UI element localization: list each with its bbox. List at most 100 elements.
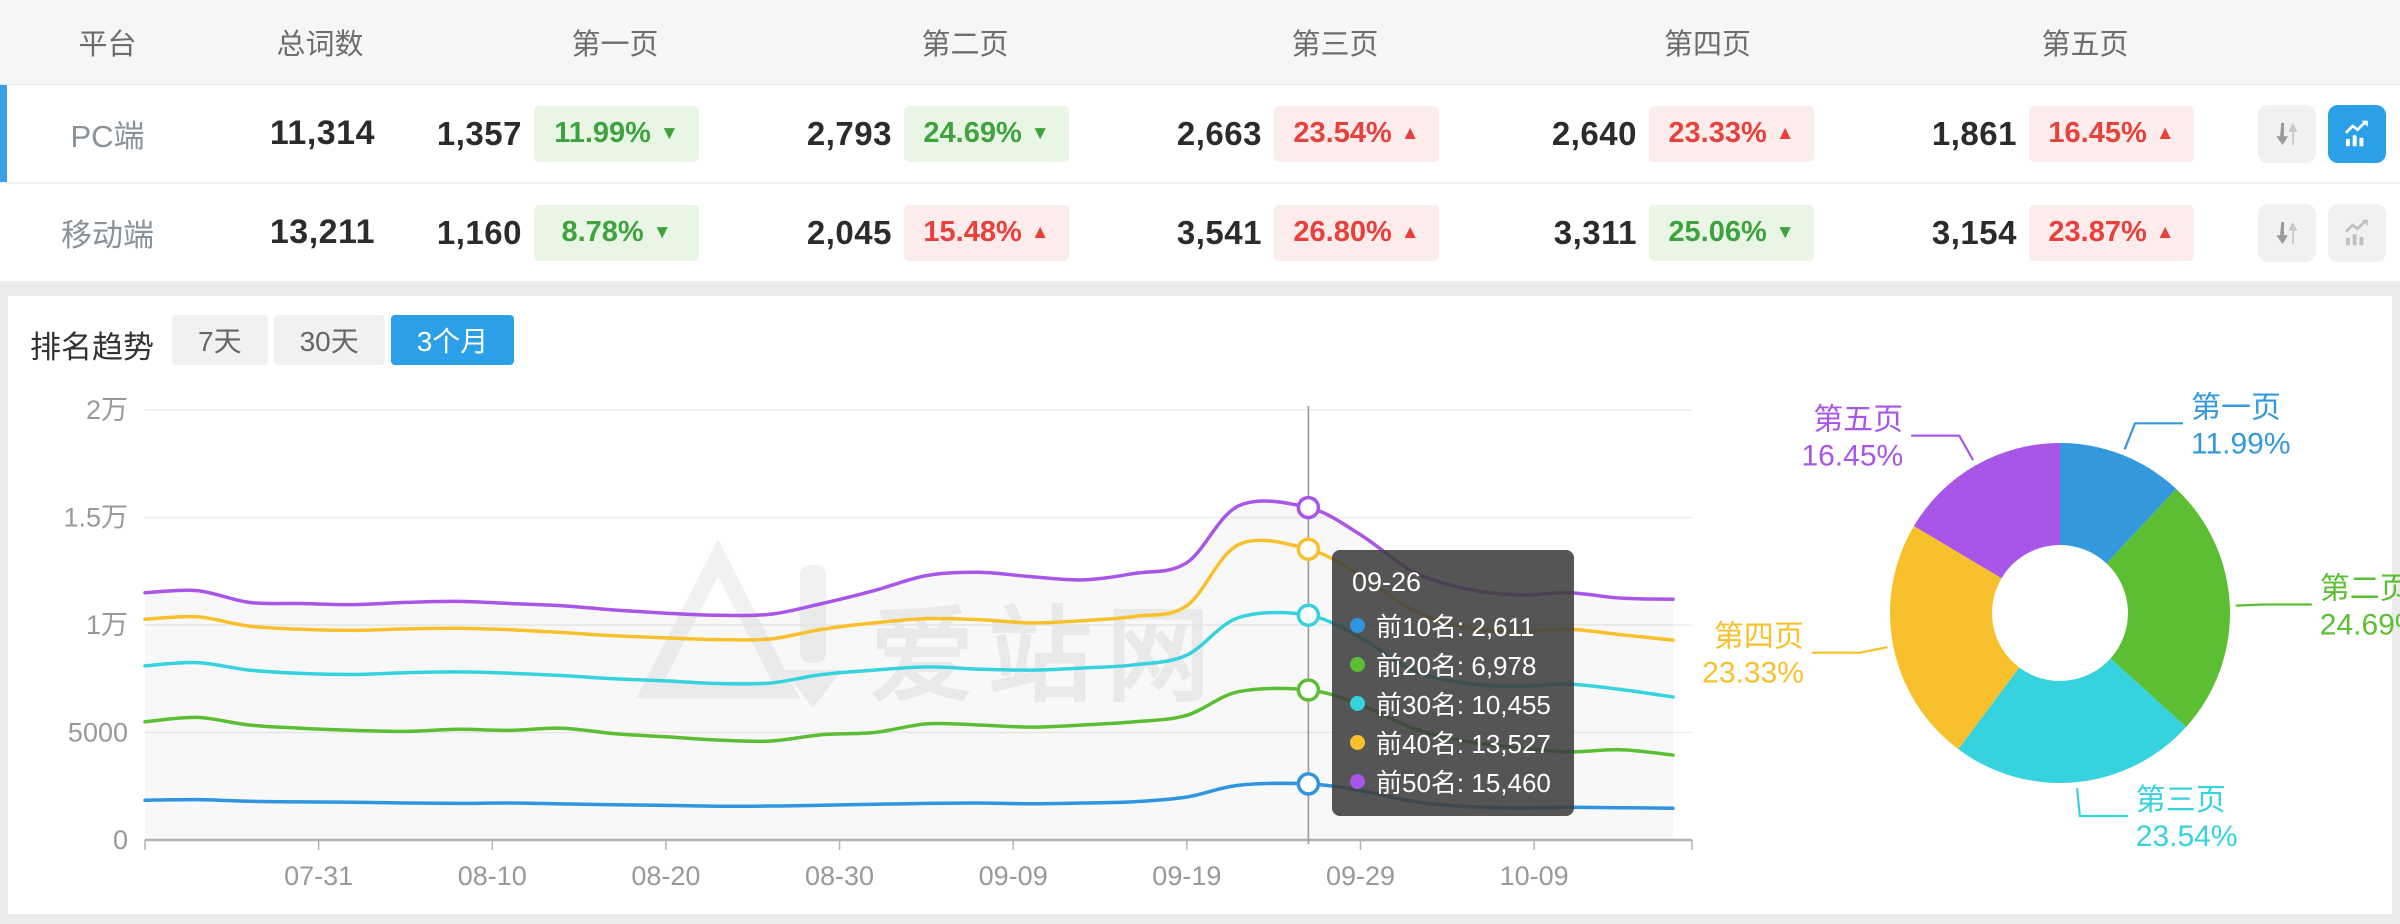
page-1-change-badge: 11.99%▼ bbox=[534, 106, 699, 162]
donut-label-name-1: 第二页 bbox=[2320, 573, 2400, 606]
y-axis-tick-label: 1.5万 bbox=[63, 503, 128, 533]
page-5-change-badge: 16.45%▲ bbox=[2029, 106, 2194, 162]
up-triangle-icon: ▲ bbox=[1776, 123, 1795, 145]
x-axis-tick-label: 09-09 bbox=[979, 861, 1048, 891]
highlight-marker-2 bbox=[1298, 605, 1318, 625]
up-triangle-icon: ▲ bbox=[1401, 123, 1420, 145]
donut-leader-line-3 bbox=[1812, 647, 1888, 653]
series-color-dot bbox=[1350, 618, 1365, 633]
page-5-change-badge: 23.87%▲ bbox=[2029, 205, 2194, 261]
tooltip-row-2: 前30名: 10,455 bbox=[1350, 684, 1556, 723]
series-color-dot bbox=[1350, 735, 1365, 750]
table-row-pc[interactable]: PC端11,314 1,357 11.99%▼ 2,793 24.69%▼ 2,… bbox=[0, 85, 2400, 184]
sort-button[interactable] bbox=[2258, 204, 2316, 262]
tooltip-row-1: 前20名: 6,978 bbox=[1350, 645, 1556, 684]
x-axis-tick-label: 07-31 bbox=[284, 861, 353, 891]
page-3-cell: 2,663 23.54%▲ bbox=[1075, 106, 1445, 162]
header-page-1: 第一页 bbox=[375, 21, 705, 63]
series-color-dot bbox=[1350, 774, 1365, 789]
page-4-count: 2,640 bbox=[1552, 115, 1637, 153]
x-axis-tick-label: 10-09 bbox=[1500, 861, 1569, 891]
sort-button[interactable] bbox=[2258, 105, 2316, 163]
y-axis-tick-label: 2万 bbox=[86, 395, 128, 425]
dashboard: 平台 总词数 第一页 第二页 第三页 第四页 第五页 PC端11,314 1,3… bbox=[0, 0, 2400, 924]
page-3-change-badge: 23.54%▲ bbox=[1274, 106, 1439, 162]
tab-range-1[interactable]: 30天 bbox=[274, 315, 385, 365]
tooltip-series-value: 前10名: 2,611 bbox=[1376, 607, 1535, 644]
page-2-change-badge: 24.69%▼ bbox=[904, 106, 1069, 162]
platform-label: 移动端 bbox=[0, 210, 215, 255]
rank-summary-table: 平台 总词数 第一页 第二页 第三页 第四页 第五页 PC端11,314 1,3… bbox=[0, 0, 2400, 283]
page-2-cell: 2,793 24.69%▼ bbox=[705, 106, 1075, 162]
page-2-change-badge: 15.48%▲ bbox=[904, 205, 1069, 261]
x-axis-tick-label: 08-30 bbox=[805, 861, 874, 891]
donut-label-pct-4: 16.45% bbox=[1801, 440, 1903, 473]
page-4-change-badge: 25.06%▼ bbox=[1649, 205, 1814, 261]
page-1-change-badge: 8.78%▼ bbox=[534, 205, 699, 261]
table-header-row: 平台 总词数 第一页 第二页 第三页 第四页 第五页 bbox=[0, 0, 2400, 85]
platform-label: PC端 bbox=[0, 111, 215, 156]
donut-label-pct-1: 24.69% bbox=[2320, 609, 2400, 642]
sort-arrows-icon bbox=[2272, 119, 2302, 149]
tooltip-series-value: 前50名: 15,460 bbox=[1376, 763, 1551, 800]
page-4-count: 3,311 bbox=[1554, 214, 1637, 252]
page-distribution-donut-chart[interactable]: 第一页11.99%第二页24.69%第三页23.54%第四页23.33%第五页1… bbox=[1700, 380, 2400, 924]
down-triangle-icon: ▼ bbox=[1776, 222, 1795, 244]
page-2-count: 2,793 bbox=[807, 115, 892, 153]
donut-label-pct-2: 23.54% bbox=[2136, 820, 2238, 853]
trend-chart-icon bbox=[2341, 217, 2373, 249]
page-3-change-badge: 26.80%▲ bbox=[1274, 205, 1439, 261]
donut-leader-line-4 bbox=[1911, 436, 1973, 460]
up-triangle-icon: ▲ bbox=[1031, 222, 1050, 244]
tab-range-0[interactable]: 7天 bbox=[172, 315, 268, 365]
donut-label-name-2: 第三页 bbox=[2136, 784, 2226, 817]
tab-range-2[interactable]: 3个月 bbox=[391, 315, 515, 365]
x-axis-tick-label: 09-19 bbox=[1152, 861, 1221, 891]
up-triangle-icon: ▲ bbox=[2156, 123, 2175, 145]
sort-arrows-icon bbox=[2272, 218, 2302, 248]
trend-range-tabs: 7天30天3个月 bbox=[172, 315, 514, 365]
donut-label-name-4: 第五页 bbox=[1813, 404, 1903, 437]
x-axis-tick-label: 08-10 bbox=[458, 861, 527, 891]
highlight-marker-4 bbox=[1298, 498, 1318, 518]
donut-leader-line-2 bbox=[2077, 788, 2128, 816]
page-4-change-badge: 23.33%▲ bbox=[1649, 106, 1814, 162]
page-5-count: 3,154 bbox=[1932, 214, 2017, 252]
x-axis-tick-label: 09-29 bbox=[1326, 861, 1395, 891]
down-triangle-icon: ▼ bbox=[1031, 123, 1050, 145]
donut-label-pct-3: 23.33% bbox=[1702, 657, 1804, 690]
page-1-cell: 1,160 8.78%▼ bbox=[375, 205, 705, 261]
highlight-marker-0 bbox=[1298, 774, 1318, 794]
y-axis-tick-label: 5000 bbox=[68, 718, 128, 748]
y-axis-tick-label: 0 bbox=[113, 825, 128, 855]
page-2-count: 2,045 bbox=[807, 214, 892, 252]
tooltip-row-4: 前50名: 15,460 bbox=[1350, 762, 1556, 801]
show-trend-button[interactable] bbox=[2328, 105, 2386, 163]
tooltip-row-0: 前10名: 2,611 bbox=[1350, 606, 1556, 645]
page-2-cell: 2,045 15.48%▲ bbox=[705, 205, 1075, 261]
up-triangle-icon: ▲ bbox=[2156, 222, 2175, 244]
header-page-3: 第三页 bbox=[1075, 21, 1445, 63]
highlight-marker-3 bbox=[1298, 539, 1318, 559]
total-words-value: 11,314 bbox=[215, 114, 375, 153]
donut-label-name-0: 第一页 bbox=[2191, 391, 2281, 424]
tooltip-series-value: 前30名: 10,455 bbox=[1376, 685, 1551, 722]
show-trend-button[interactable] bbox=[2328, 204, 2386, 262]
page-4-cell: 3,311 25.06%▼ bbox=[1445, 205, 1820, 261]
page-1-cell: 1,357 11.99%▼ bbox=[375, 106, 705, 162]
page-4-cell: 2,640 23.33%▲ bbox=[1445, 106, 1820, 162]
donut-label-pct-0: 11.99% bbox=[2191, 427, 2291, 460]
trend-chart-icon bbox=[2341, 118, 2373, 150]
trend-section-title: 排名趋势 bbox=[30, 322, 154, 367]
tooltip-row-3: 前40名: 13,527 bbox=[1350, 723, 1556, 762]
chart-tooltip: 09-26 前10名: 2,611前20名: 6,978前30名: 10,455… bbox=[1332, 550, 1574, 816]
y-axis-tick-label: 1万 bbox=[86, 610, 128, 640]
page-3-count: 3,541 bbox=[1177, 214, 1262, 252]
table-row-mobile[interactable]: 移动端13,211 1,160 8.78%▼ 2,045 15.48%▲ 3,5… bbox=[0, 184, 2400, 283]
tooltip-date: 09-26 bbox=[1352, 567, 1556, 598]
up-triangle-icon: ▲ bbox=[1401, 222, 1420, 244]
page-1-count: 1,160 bbox=[437, 214, 522, 252]
page-5-cell: 1,861 16.45%▲ bbox=[1820, 106, 2200, 162]
header-page-5: 第五页 bbox=[1820, 21, 2200, 63]
header-page-2: 第二页 bbox=[705, 21, 1075, 63]
